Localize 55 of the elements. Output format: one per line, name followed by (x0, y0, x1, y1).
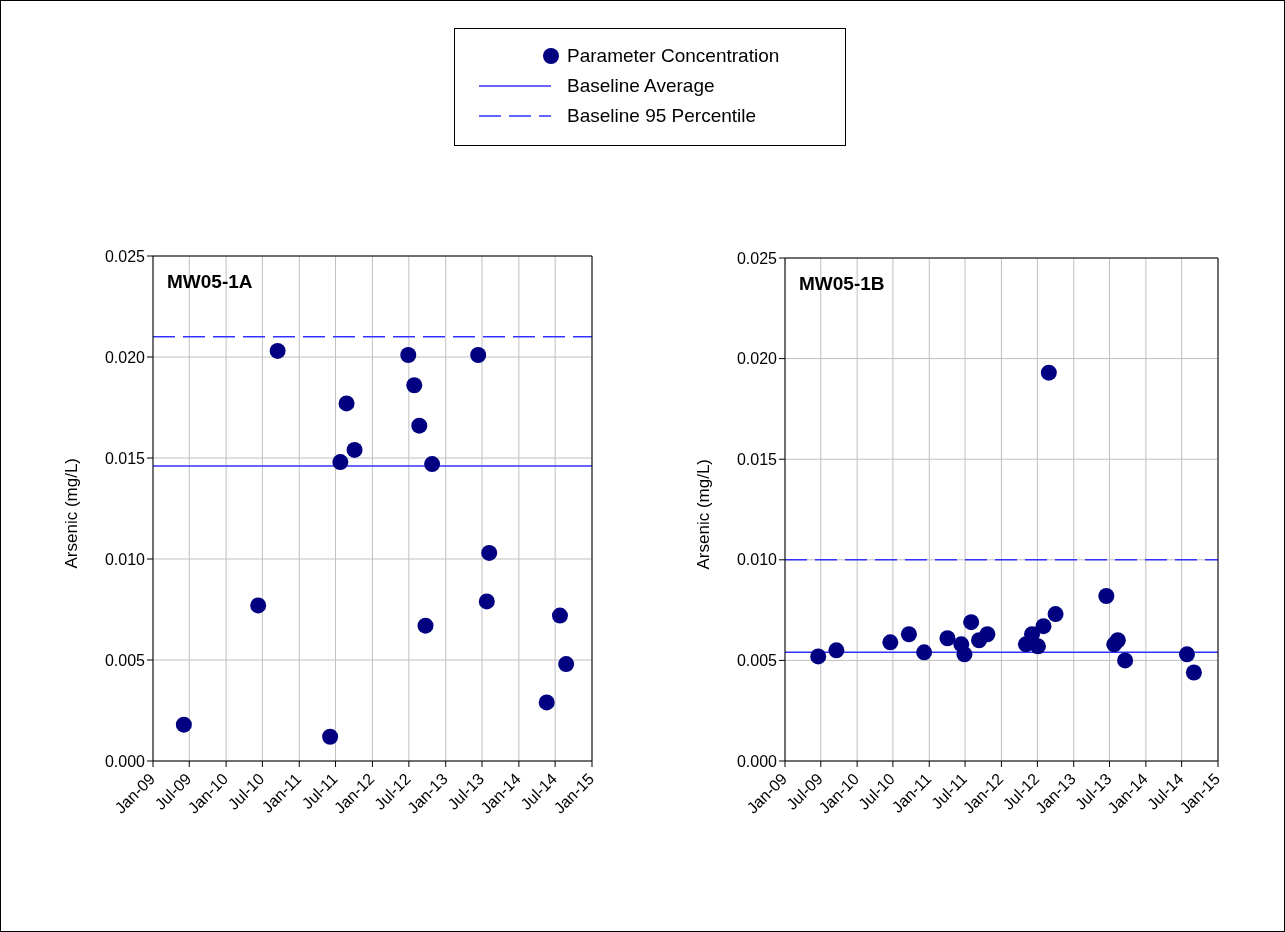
point (417, 617, 434, 634)
point (250, 597, 267, 614)
y-tick-label: 0.005 (736, 652, 778, 670)
point (1047, 606, 1064, 623)
legend-label: Parameter Concentration (567, 45, 780, 67)
point (478, 593, 495, 610)
point (916, 644, 933, 661)
point (1117, 652, 1134, 669)
y-tick-label: 0.015 (736, 450, 778, 468)
point (406, 377, 423, 394)
point (411, 417, 428, 434)
y-tick-label: 0.015 (104, 449, 146, 467)
y-tick-label: 0.010 (104, 550, 146, 568)
point (481, 544, 498, 561)
y-tick-label: 0.025 (736, 249, 778, 267)
point (963, 614, 980, 631)
y-tick-label: 0.010 (736, 551, 778, 569)
y-tick-label: 0.000 (736, 752, 778, 770)
point (346, 441, 363, 458)
point (1029, 638, 1046, 655)
y-tick-label: 0.020 (104, 348, 146, 366)
point (424, 456, 441, 473)
text: MW05-1B (799, 273, 885, 295)
point (322, 728, 339, 745)
point (269, 342, 286, 359)
point (538, 694, 555, 711)
point (175, 716, 192, 733)
y-tick-label: 0.000 (104, 752, 146, 770)
text: MW05-1A (167, 271, 253, 293)
y-tick-label: 0.020 (736, 350, 778, 368)
y-axis-title: Arsenic (mg/L) (62, 457, 82, 569)
point (332, 454, 349, 471)
point (956, 646, 973, 663)
point (979, 626, 996, 643)
point (470, 346, 487, 363)
point (882, 634, 899, 651)
point (900, 626, 917, 643)
point (1109, 632, 1126, 649)
point (1178, 646, 1195, 663)
point (1098, 588, 1115, 605)
point (810, 648, 827, 665)
y-axis-title: Arsenic (mg/L) (694, 458, 714, 570)
point (338, 395, 355, 412)
legend-label: Baseline Average (567, 75, 715, 97)
y-tick-label: 0.025 (104, 247, 146, 265)
point (939, 630, 956, 647)
y-tick-label: 0.005 (104, 651, 146, 669)
point (400, 346, 417, 363)
point (828, 642, 845, 659)
legend-label: Baseline 95 Percentile (567, 105, 757, 127)
point (1040, 364, 1057, 381)
point (1035, 618, 1052, 635)
point (551, 607, 568, 624)
point (1185, 664, 1202, 681)
point (558, 656, 575, 673)
